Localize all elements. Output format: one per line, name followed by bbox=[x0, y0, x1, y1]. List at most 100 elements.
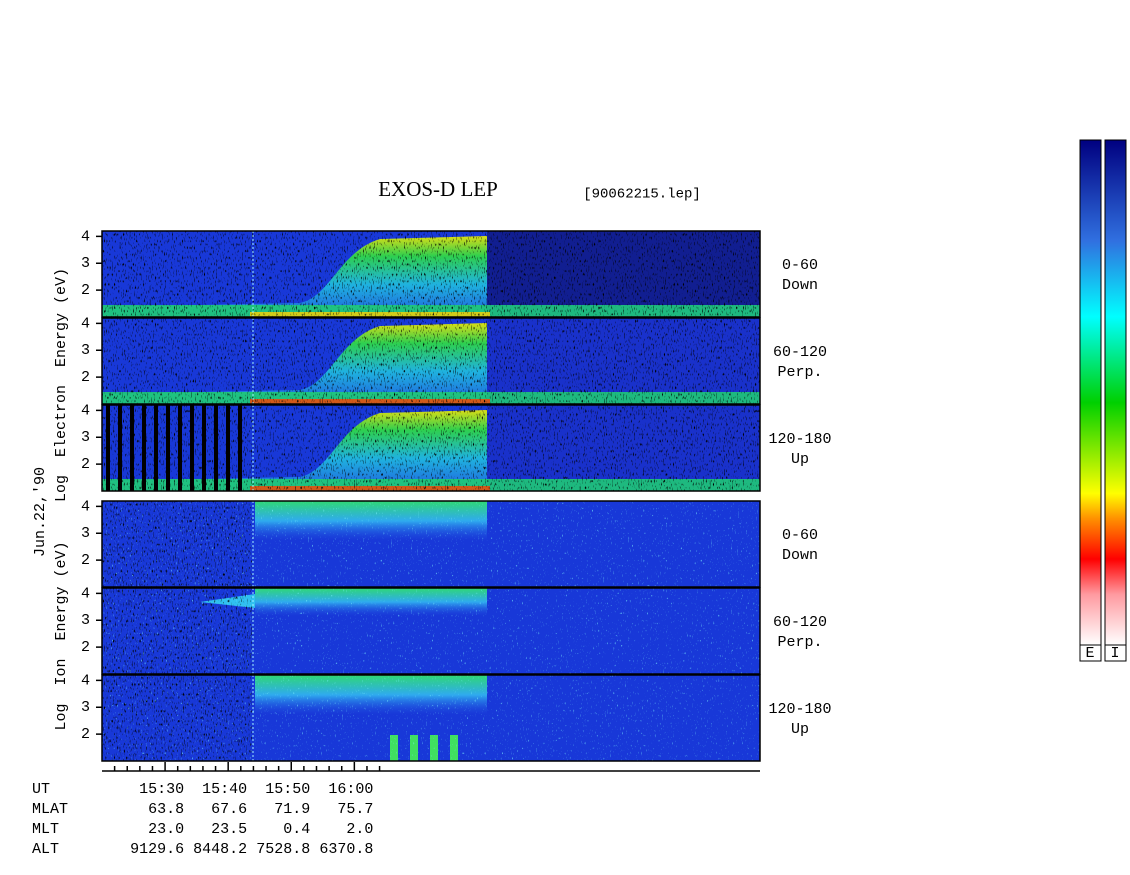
noise bbox=[102, 405, 760, 491]
y-tick-label: 3 bbox=[81, 429, 90, 446]
y-tick-label: 2 bbox=[81, 552, 90, 569]
y-tick-label: 2 bbox=[81, 726, 90, 743]
panel-frame bbox=[101, 500, 761, 588]
orbit-value: 7528.8 bbox=[256, 841, 310, 858]
orbit-value: 2.0 bbox=[346, 821, 373, 838]
y-tick-label: 3 bbox=[81, 699, 90, 716]
spectrogram bbox=[102, 501, 760, 587]
pitch-angle: 0-60 bbox=[782, 527, 818, 544]
pitch-angle: 60-120 bbox=[773, 614, 827, 631]
y-tick-label: 4 bbox=[81, 228, 90, 245]
spectrogram-panel: 2 3 4 60-120 Perp. bbox=[81, 585, 827, 675]
stripe bbox=[106, 405, 110, 491]
y-tick-label: 2 bbox=[81, 639, 90, 656]
stripe bbox=[142, 405, 146, 491]
y-tick-label: 3 bbox=[81, 342, 90, 359]
spectrogram-panel: 2 3 4 60-120 Perp. bbox=[81, 315, 827, 405]
orbit-value: 23.0 bbox=[148, 821, 184, 838]
x-tick-label: 15:50 bbox=[265, 781, 310, 798]
stripe bbox=[130, 405, 134, 491]
spectrogram bbox=[102, 318, 760, 404]
stripe bbox=[226, 405, 230, 491]
direction: Down bbox=[782, 547, 818, 564]
y-axis-title: Log Electron Energy (eV) bbox=[53, 268, 70, 502]
noise bbox=[102, 231, 760, 317]
spectrogram-panel: 2 3 4 120-180 Up bbox=[81, 402, 832, 492]
noise bbox=[102, 501, 760, 587]
spectrogram bbox=[102, 675, 760, 761]
direction: Down bbox=[782, 277, 818, 294]
colorbar-label: E bbox=[1085, 645, 1094, 662]
orbit-label: MLT bbox=[32, 821, 59, 838]
date-label: Jun.22,'90 bbox=[32, 467, 49, 557]
stripe bbox=[178, 405, 182, 491]
orbit-value: 71.9 bbox=[274, 801, 310, 818]
stripe bbox=[238, 405, 242, 491]
noise bbox=[102, 318, 760, 404]
spectrogram-panel: 2 3 4 0-60 Down bbox=[81, 228, 818, 318]
direction: Up bbox=[791, 721, 809, 738]
chart-title: EXOS-D LEP bbox=[378, 177, 498, 201]
file-name: [90062215.lep] bbox=[583, 187, 701, 203]
y-axis-title: Log Ion Energy (eV) bbox=[53, 541, 70, 730]
colorbar bbox=[1079, 139, 1102, 646]
stripe bbox=[154, 405, 158, 491]
stripe bbox=[202, 405, 206, 491]
spectrogram-panel: 2 3 4 120-180 Up bbox=[81, 672, 832, 762]
panel-frame bbox=[101, 404, 761, 492]
stripe bbox=[118, 405, 122, 491]
y-tick-label: 4 bbox=[81, 402, 90, 419]
colorbars: E I bbox=[1079, 139, 1127, 662]
stripe bbox=[214, 405, 218, 491]
orbit-value: 63.8 bbox=[148, 801, 184, 818]
y-tick-label: 3 bbox=[81, 255, 90, 272]
colorbar bbox=[1104, 139, 1127, 646]
pitch-angle: 120-180 bbox=[768, 701, 831, 718]
pitch-angle: 0-60 bbox=[782, 257, 818, 274]
noise bbox=[102, 675, 760, 761]
spectrogram bbox=[102, 405, 760, 491]
y-tick-label: 2 bbox=[81, 456, 90, 473]
stripe bbox=[190, 405, 194, 491]
x-axis-label: UT bbox=[32, 781, 50, 798]
orbit-value: 6370.8 bbox=[319, 841, 373, 858]
orbit-value: 23.5 bbox=[211, 821, 247, 838]
pitch-angle: 120-180 bbox=[768, 431, 831, 448]
pitch-angle: 60-120 bbox=[773, 344, 827, 361]
panel-frame bbox=[101, 674, 761, 762]
x-tick-label: 16:00 bbox=[328, 781, 373, 798]
orbit-value: 8448.2 bbox=[193, 841, 247, 858]
spectrogram-panels: 2 3 4 0-60 Down 2 3 4 60-120 Perp. 2 3 4 120-180 Up 2 3 4… bbox=[81, 228, 832, 762]
orbit-value: 75.7 bbox=[337, 801, 373, 818]
panel-frame bbox=[101, 587, 761, 675]
y-tick-label: 4 bbox=[81, 672, 90, 689]
y-tick-label: 4 bbox=[81, 498, 90, 515]
orbit-value: 67.6 bbox=[211, 801, 247, 818]
panel-frame bbox=[101, 230, 761, 318]
spectrogram-panel: 2 3 4 0-60 Down bbox=[81, 498, 818, 588]
y-tick-label: 2 bbox=[81, 369, 90, 386]
x-tick-label: 15:40 bbox=[202, 781, 247, 798]
y-tick-label: 4 bbox=[81, 315, 90, 332]
orbit-value: 0.4 bbox=[283, 821, 310, 838]
spectrogram bbox=[102, 588, 760, 674]
orbit-label: ALT bbox=[32, 841, 59, 858]
orbit-value: 9129.6 bbox=[130, 841, 184, 858]
spectrogram bbox=[102, 231, 760, 317]
orbit-label: MLAT bbox=[32, 801, 68, 818]
y-tick-label: 4 bbox=[81, 585, 90, 602]
colorbar-label-box bbox=[1079, 644, 1102, 662]
y-tick-label: 3 bbox=[81, 612, 90, 629]
panel-frame bbox=[101, 317, 761, 405]
x-tick-label: 15:30 bbox=[139, 781, 184, 798]
direction: Perp. bbox=[777, 364, 822, 381]
colorbar-label: I bbox=[1110, 645, 1119, 662]
direction: Up bbox=[791, 451, 809, 468]
colorbar-label-box bbox=[1104, 644, 1127, 662]
y-tick-label: 2 bbox=[81, 282, 90, 299]
direction: Perp. bbox=[777, 634, 822, 651]
stripe bbox=[166, 405, 170, 491]
noise bbox=[102, 588, 760, 674]
y-tick-label: 3 bbox=[81, 525, 90, 542]
